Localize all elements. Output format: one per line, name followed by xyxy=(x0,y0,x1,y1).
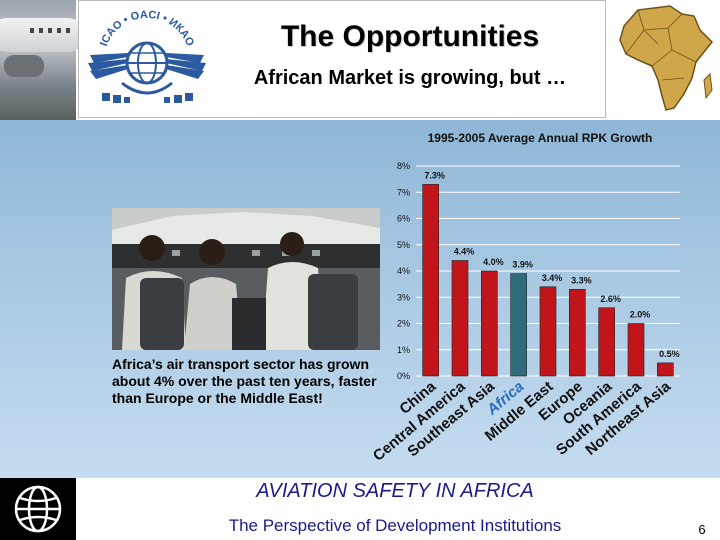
chart-bar xyxy=(627,323,645,377)
chart-title: 1995-2005 Average Annual RPK Growth xyxy=(427,131,653,145)
data-label: 2.6% xyxy=(600,294,621,304)
slide-title: The Opportunities xyxy=(280,20,540,53)
chart-bar xyxy=(422,184,439,377)
y-tick-label: 4% xyxy=(397,266,410,276)
chart-bar xyxy=(451,260,469,377)
y-tick-label: 3% xyxy=(397,292,410,302)
data-label: 0.5% xyxy=(659,349,680,359)
footer-panel xyxy=(0,478,720,540)
airplane-fuselage xyxy=(0,18,85,52)
chart-y-axis: 0% 1% 2% 3% 4% 5% 6% 7% 8% xyxy=(397,161,410,381)
airplane-windows xyxy=(30,28,74,33)
data-label: 7.3% xyxy=(424,170,445,180)
icao-logo: ICAO • OACI • ИКАО xyxy=(88,9,206,103)
chart-data-labels: 7.3% 4.4% 4.0% 3.9% 3.4% 3.3% 2.6% 2.0% 0.5% xyxy=(424,170,679,359)
page-number: 6 xyxy=(698,522,706,537)
data-label: 3.9% xyxy=(512,260,533,270)
footer-subtitle: The Perspective of Development Instituti… xyxy=(228,516,562,535)
chart-bar xyxy=(539,286,557,377)
y-tick-label: 7% xyxy=(397,187,410,197)
chart-bar xyxy=(657,362,674,377)
chart-bar xyxy=(598,307,615,377)
y-tick-label: 1% xyxy=(397,345,410,355)
cockpit-photo xyxy=(112,208,380,350)
world-bank-logo xyxy=(0,478,76,540)
footer-title: AVIATION SAFETY IN AFRICA xyxy=(256,480,534,502)
data-label: 2.0% xyxy=(630,310,651,320)
chart-bar xyxy=(510,273,527,377)
y-tick-label: 2% xyxy=(397,319,410,329)
y-tick-label: 0% xyxy=(397,371,410,381)
chart-bar xyxy=(481,270,498,377)
data-label: 3.4% xyxy=(542,273,563,283)
y-tick-label: 8% xyxy=(397,161,410,171)
data-label: 3.3% xyxy=(571,275,592,285)
rpk-growth-chart: 0% 1% 2% 3% 4% 5% 6% 7% 8% 7.3% 4.4% 4.0% 3.9% 3.4% 3… xyxy=(370,161,680,465)
airplane-engine xyxy=(4,55,44,77)
data-label: 4.4% xyxy=(454,247,475,257)
airplane-photo xyxy=(0,0,85,120)
y-tick-label: 5% xyxy=(397,240,410,250)
data-label: 4.0% xyxy=(483,257,504,267)
chart-bars xyxy=(422,184,674,377)
slide-subtitle: African Market is growing, but … xyxy=(253,67,567,89)
chart-bar xyxy=(569,289,586,377)
caption-text: Africa’s air transport sector has grown … xyxy=(112,356,377,406)
y-tick-label: 6% xyxy=(397,214,410,224)
africa-map-icon xyxy=(608,0,720,120)
